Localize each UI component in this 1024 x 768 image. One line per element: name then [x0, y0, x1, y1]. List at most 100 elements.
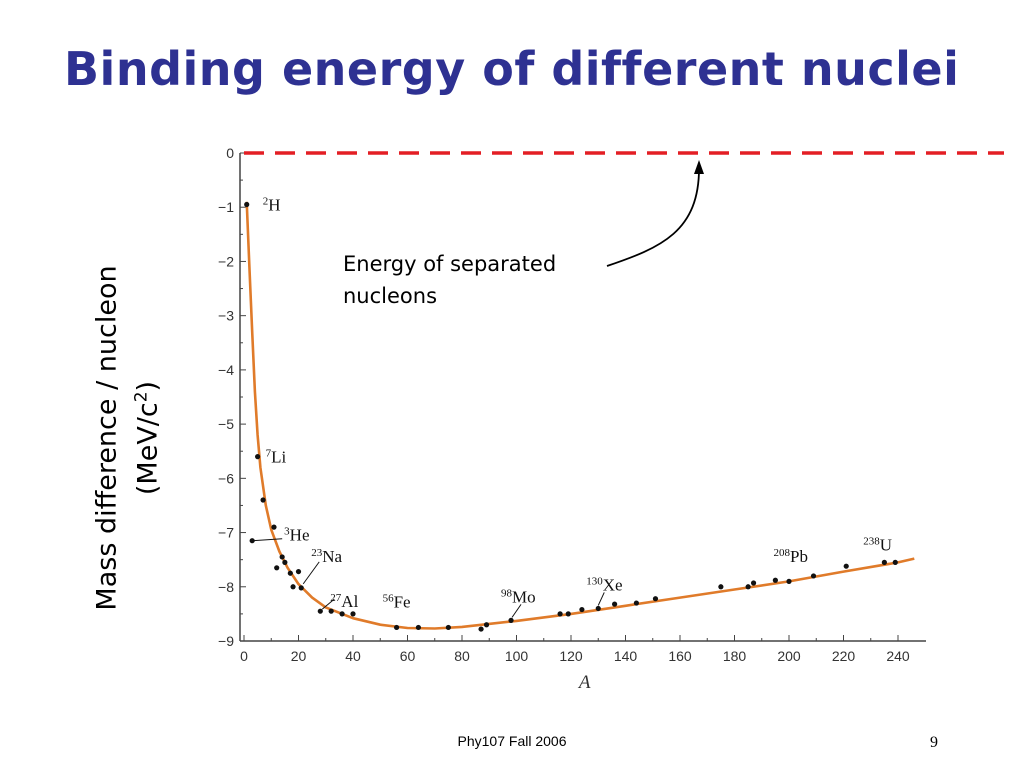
data-point [445, 624, 451, 631]
data-point [843, 563, 849, 569]
data-point [772, 577, 778, 583]
x-tick-label: 40 [345, 648, 361, 664]
page-number: 9 [930, 734, 938, 751]
data-point [612, 601, 618, 607]
y-tick-label: −5 [218, 416, 234, 432]
y-tick-label: −6 [218, 470, 234, 486]
isotope-mass-number: 27 [330, 592, 342, 604]
isotope-label: 2H [263, 196, 281, 215]
isotope-label: 56Fe [383, 592, 411, 611]
data-point [565, 611, 571, 617]
isotope-mass-number: 23 [311, 547, 323, 559]
data-point [394, 624, 400, 631]
data-point [287, 570, 293, 576]
annotation-arrowhead [694, 160, 704, 174]
data-point [786, 578, 792, 584]
y-tick-label: −7 [218, 525, 234, 541]
isotope-symbol: Fe [394, 592, 411, 611]
data-point [350, 611, 356, 617]
isotope-label: 3He [284, 526, 309, 545]
x-tick-label: 140 [614, 648, 638, 664]
data-point [633, 600, 640, 606]
data-point [317, 608, 323, 614]
isotope-mass-number: 208 [774, 547, 791, 559]
data-point [652, 596, 659, 602]
isotope-leader-line [511, 604, 522, 618]
data-point [274, 565, 280, 571]
x-tick-label: 200 [777, 648, 801, 664]
isotope-label: 208Pb [774, 547, 808, 566]
data-point [260, 497, 266, 503]
isotope-symbol: Al [341, 592, 358, 611]
data-point [298, 585, 304, 591]
data-point [483, 622, 490, 628]
isotope-mass-number: 2 [263, 196, 269, 208]
isotope-mass-number: 98 [501, 587, 513, 599]
isotope-mass-number: 7 [266, 448, 272, 460]
y-tick-label: −8 [218, 579, 234, 595]
isotope-symbol: H [268, 196, 280, 215]
isotope-symbol: Li [271, 448, 286, 467]
isotope-leader-line [302, 561, 320, 585]
isotope-label: 27Al [330, 592, 358, 611]
isotope-mass-number: 56 [383, 592, 395, 604]
y-tick-label: −4 [218, 362, 234, 378]
y-tick-label: −9 [218, 633, 234, 649]
x-tick-label: 100 [505, 648, 529, 664]
slide-footer: Phy107 Fall 2006 [457, 733, 567, 749]
x-axis-label: A [577, 672, 591, 693]
isotope-symbol: Mo [512, 587, 536, 606]
isotope-label: 23Na [311, 547, 342, 566]
annotation-text-line1: Energy of separated [343, 252, 556, 276]
isotope-symbol: Pb [790, 547, 808, 566]
data-point [328, 608, 334, 614]
isotope-symbol: Na [322, 547, 342, 566]
x-tick-label: 120 [559, 648, 583, 664]
data-point [282, 559, 288, 565]
data-point [290, 584, 296, 590]
x-tick-label: 60 [400, 648, 416, 664]
data-point [892, 559, 898, 565]
data-point [279, 554, 285, 560]
data-point [415, 624, 421, 631]
y-tick-label: −3 [218, 308, 234, 324]
isotope-label: 130Xe [586, 575, 622, 594]
data-point [295, 568, 302, 575]
y-tick-label: 0 [226, 145, 234, 161]
data-point [745, 584, 751, 590]
isotope-label: 98Mo [501, 587, 536, 606]
isotope-leader-line [321, 598, 335, 610]
x-tick-label: 180 [723, 648, 747, 664]
isotope-mass-number: 130 [586, 575, 603, 587]
x-tick-label: 220 [832, 648, 856, 664]
x-tick-label: 0 [240, 648, 248, 664]
isotope-symbol: He [290, 526, 310, 545]
binding-energy-curve [245, 201, 915, 630]
data-point [718, 584, 724, 590]
data-point [810, 573, 817, 579]
annotation-text-line2: nucleons [343, 284, 437, 308]
data-point [271, 524, 277, 530]
y-tick-label: −1 [218, 199, 234, 215]
data-point [244, 201, 250, 208]
data-point [595, 605, 601, 612]
data-point [339, 611, 345, 617]
slide-title: Binding energy of different nuclei [64, 42, 960, 96]
isotope-label: 7Li [266, 448, 287, 467]
isotope-leader-line [252, 538, 283, 542]
isotope-symbol: U [880, 535, 892, 554]
isotope-leader-line [597, 592, 605, 606]
data-point [508, 617, 514, 623]
data-point [557, 611, 563, 617]
isotope-mass-number: 238 [863, 535, 880, 547]
y-tick-label: −2 [218, 253, 234, 269]
data-point [478, 626, 484, 632]
data-point [750, 580, 757, 586]
data-point [249, 538, 255, 544]
x-tick-label: 160 [668, 648, 692, 664]
x-tick-label: 80 [454, 648, 470, 664]
isotope-mass-number: 3 [284, 526, 290, 538]
data-point [255, 454, 261, 460]
